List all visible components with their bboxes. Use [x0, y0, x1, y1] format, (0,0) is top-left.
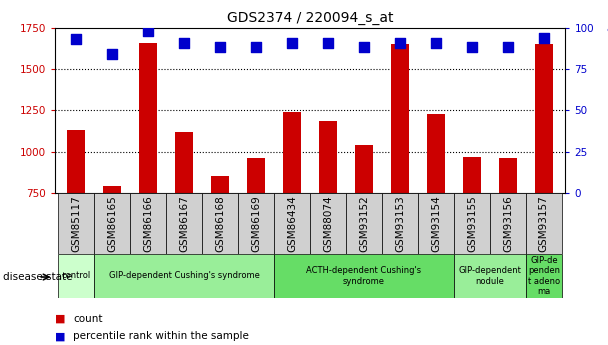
- Bar: [526, 254, 562, 298]
- Text: GIP-dependent
nodule: GIP-dependent nodule: [458, 266, 521, 286]
- Text: GSM93156: GSM93156: [503, 195, 513, 252]
- Bar: [427, 114, 445, 317]
- Bar: [274, 193, 310, 254]
- Bar: [103, 186, 121, 317]
- Point: [143, 28, 153, 34]
- Bar: [283, 112, 301, 317]
- Bar: [535, 44, 553, 317]
- Point: [467, 45, 477, 50]
- Text: ■: ■: [55, 314, 65, 324]
- Bar: [94, 193, 130, 254]
- Point: [108, 51, 117, 57]
- Bar: [418, 193, 454, 254]
- Text: GIP-de
penden
t adeno
ma: GIP-de penden t adeno ma: [528, 256, 560, 296]
- Point: [287, 40, 297, 45]
- Text: GIP-dependent Cushing's syndrome: GIP-dependent Cushing's syndrome: [109, 272, 260, 280]
- Bar: [499, 158, 517, 317]
- Text: GSM93154: GSM93154: [431, 195, 441, 252]
- Title: GDS2374 / 220094_s_at: GDS2374 / 220094_s_at: [227, 11, 393, 25]
- Bar: [67, 130, 85, 317]
- Point: [179, 40, 189, 45]
- Text: count: count: [73, 314, 103, 324]
- Bar: [202, 193, 238, 254]
- Text: control: control: [61, 272, 91, 280]
- Bar: [355, 145, 373, 317]
- Point: [431, 40, 441, 45]
- Bar: [211, 176, 229, 317]
- Bar: [526, 193, 562, 254]
- Bar: [274, 254, 454, 298]
- Bar: [382, 193, 418, 254]
- Text: GSM85117: GSM85117: [71, 195, 81, 252]
- Text: percentile rank within the sample: percentile rank within the sample: [73, 332, 249, 341]
- Text: GSM86166: GSM86166: [143, 195, 153, 252]
- Text: GSM86169: GSM86169: [251, 195, 261, 252]
- Bar: [454, 193, 490, 254]
- Text: disease state: disease state: [3, 272, 72, 282]
- Bar: [247, 158, 265, 317]
- Text: GSM88074: GSM88074: [323, 195, 333, 252]
- Point: [359, 45, 369, 50]
- Bar: [238, 193, 274, 254]
- Text: %: %: [606, 28, 608, 38]
- Bar: [454, 254, 526, 298]
- Bar: [346, 193, 382, 254]
- Point: [395, 40, 405, 45]
- Bar: [130, 193, 166, 254]
- Point: [503, 45, 513, 50]
- Text: GSM86168: GSM86168: [215, 195, 225, 252]
- Point: [323, 40, 333, 45]
- Text: GSM86165: GSM86165: [107, 195, 117, 252]
- Bar: [175, 132, 193, 317]
- Bar: [58, 254, 94, 298]
- Bar: [490, 193, 526, 254]
- Text: ACTH-dependent Cushing's
syndrome: ACTH-dependent Cushing's syndrome: [306, 266, 421, 286]
- Text: GSM86167: GSM86167: [179, 195, 189, 252]
- Text: GSM93153: GSM93153: [395, 195, 405, 252]
- Text: GSM86434: GSM86434: [287, 195, 297, 252]
- Bar: [166, 193, 202, 254]
- Bar: [94, 254, 274, 298]
- Bar: [58, 193, 94, 254]
- Text: GSM93155: GSM93155: [467, 195, 477, 252]
- Text: GSM93152: GSM93152: [359, 195, 369, 252]
- Point: [215, 45, 225, 50]
- Text: ■: ■: [55, 332, 65, 341]
- Bar: [310, 193, 346, 254]
- Bar: [463, 157, 481, 317]
- Point: [71, 37, 81, 42]
- Bar: [139, 42, 157, 317]
- Point: [251, 45, 261, 50]
- Text: GSM93157: GSM93157: [539, 195, 549, 252]
- Bar: [391, 44, 409, 317]
- Bar: [319, 121, 337, 317]
- Point: [539, 35, 549, 40]
